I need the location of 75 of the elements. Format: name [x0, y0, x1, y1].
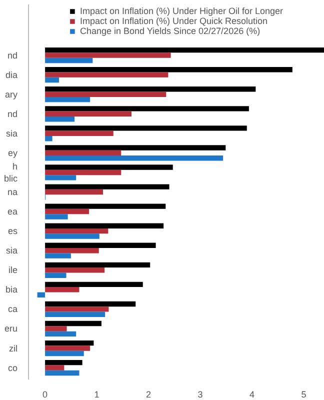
- x-tick-label: 3: [198, 390, 203, 400]
- bar: [45, 228, 108, 234]
- legend-label: Impact on Inflation (%) Under Higher Oil for Longer: [80, 6, 284, 16]
- legend-label: Change in Bond Yields Since 02/27/2026 (%): [80, 26, 260, 36]
- bar: [45, 77, 60, 83]
- y-tick-label: ary: [5, 89, 18, 100]
- bar: [45, 320, 102, 326]
- bar: [45, 346, 90, 351]
- bar: [45, 184, 170, 190]
- bar: [45, 360, 82, 366]
- bar: [45, 287, 80, 292]
- y-tick-label: co: [8, 362, 18, 373]
- bar: [45, 370, 80, 376]
- bar: [45, 58, 93, 64]
- x-tick-label: 2: [146, 390, 152, 400]
- bar: [45, 164, 173, 170]
- bar: [45, 223, 164, 228]
- bar: [45, 204, 166, 209]
- bar: [45, 248, 99, 254]
- bar: [45, 111, 132, 116]
- bar: [45, 365, 64, 370]
- y-tick-label: eru: [4, 324, 18, 334]
- bar: [45, 301, 136, 307]
- bar: [45, 67, 292, 72]
- y-tick-label: sia: [6, 128, 18, 138]
- bar: [45, 242, 156, 248]
- bar: [37, 292, 46, 298]
- x-tick-label: 1: [94, 390, 100, 400]
- bar: [45, 156, 224, 161]
- bar: [45, 92, 166, 97]
- bar: [45, 116, 75, 122]
- y-tick-label: bia: [5, 284, 18, 295]
- y-tick-label: dia: [5, 70, 18, 80]
- bar: [45, 96, 90, 102]
- x-tick-label: 4: [250, 390, 255, 400]
- bar: [45, 234, 100, 239]
- y-tick-label: zil: [9, 343, 18, 354]
- bar: [45, 47, 324, 53]
- bar: [45, 340, 94, 346]
- y-tick-label: ca: [8, 304, 18, 314]
- bar: [45, 136, 52, 142]
- y-tick-label: es: [8, 226, 18, 236]
- bar: [45, 214, 68, 220]
- x-tick-label: 0: [42, 390, 48, 400]
- y-tick-label: ey: [8, 148, 18, 158]
- bar: [45, 331, 76, 337]
- bar: [45, 145, 226, 150]
- bar: [45, 72, 168, 78]
- bar: [45, 189, 104, 195]
- bar: [45, 208, 90, 214]
- y-tick-label: nd: [7, 108, 18, 119]
- bar: [45, 326, 67, 332]
- bar: [45, 126, 247, 131]
- y-tick-label: ile: [8, 265, 18, 276]
- bar: [45, 268, 105, 273]
- y-tick-label: nd: [7, 50, 18, 60]
- bar: [45, 86, 256, 92]
- bar: [45, 106, 249, 112]
- bar: [45, 262, 150, 268]
- bar: [45, 175, 76, 180]
- bar: [45, 306, 109, 312]
- bar: [45, 52, 171, 58]
- y-tick-label: ea: [7, 206, 18, 217]
- bar: [45, 170, 122, 176]
- bar: [45, 312, 106, 317]
- bar: [45, 130, 114, 136]
- bar: [45, 150, 122, 156]
- bar: [45, 272, 66, 278]
- bar: [45, 253, 71, 258]
- x-tick-label: 5: [301, 390, 306, 400]
- y-tick-label: sia: [6, 246, 18, 256]
- bar: [45, 350, 84, 356]
- legend-label: Impact on Inflation (%) Under Quick Resolution: [80, 16, 268, 26]
- bar: [45, 282, 143, 288]
- y-tick-label: na: [7, 187, 18, 197]
